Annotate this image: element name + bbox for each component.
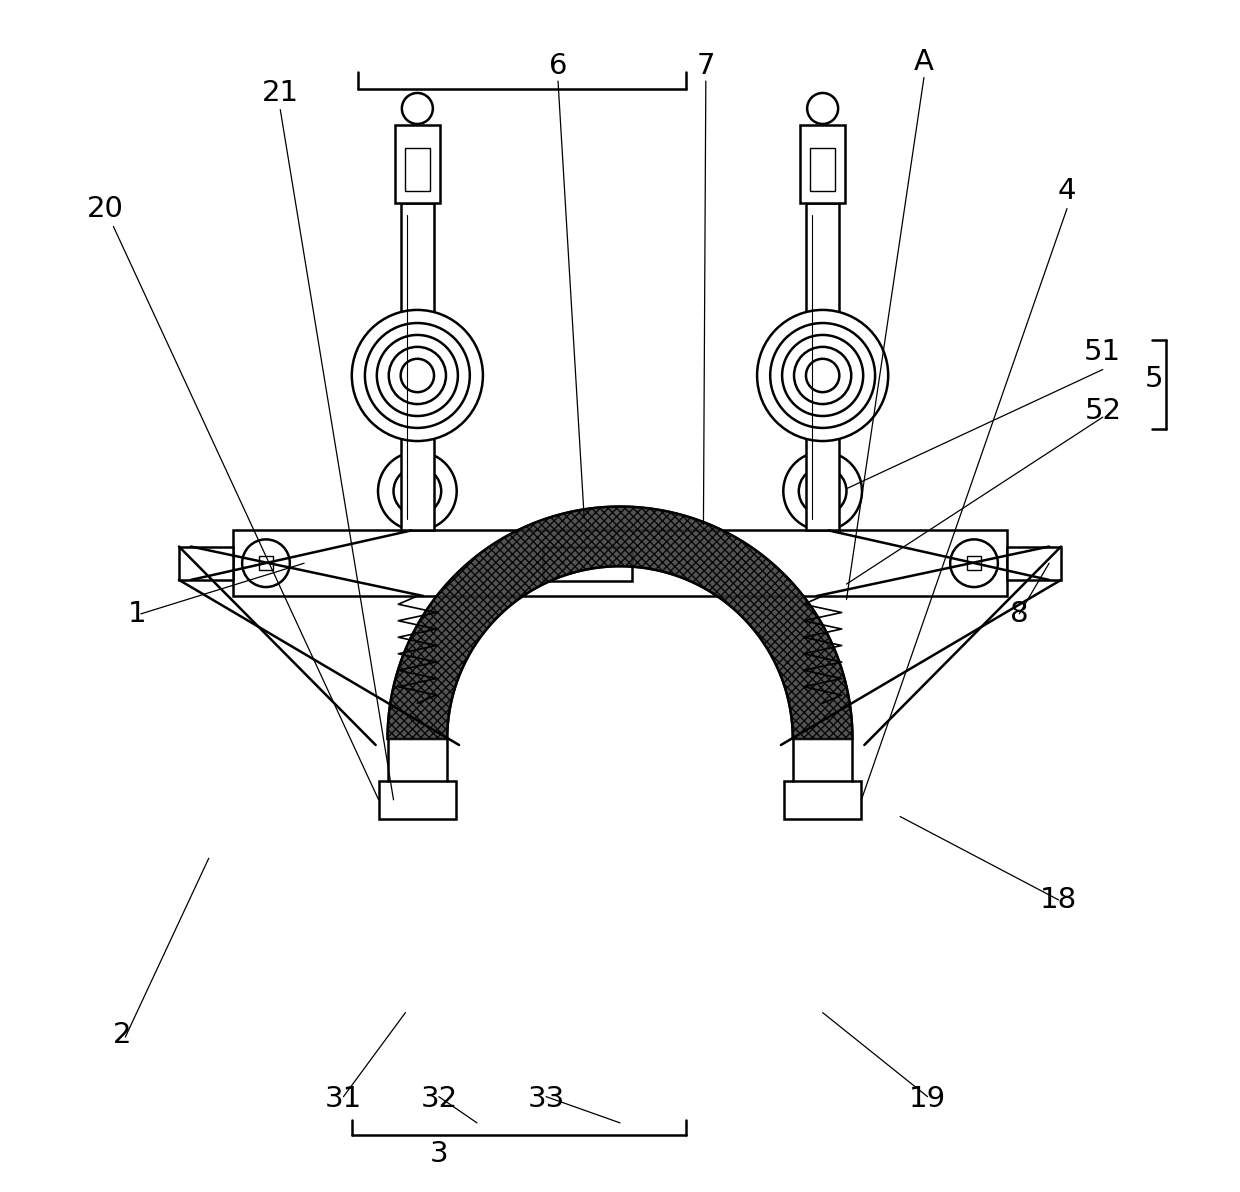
Circle shape — [365, 323, 470, 428]
Circle shape — [412, 485, 423, 497]
Circle shape — [817, 485, 828, 497]
Text: 3: 3 — [429, 1140, 448, 1168]
Circle shape — [242, 539, 290, 588]
Text: 7: 7 — [697, 51, 715, 80]
Circle shape — [377, 335, 458, 416]
Bar — [401, 203, 434, 530]
Circle shape — [389, 347, 446, 404]
Text: A: A — [914, 48, 934, 76]
Bar — [259, 557, 273, 571]
Bar — [179, 546, 233, 581]
Circle shape — [782, 335, 863, 416]
Bar — [405, 149, 430, 191]
Text: 1: 1 — [128, 600, 146, 628]
Circle shape — [352, 310, 482, 441]
Bar — [806, 203, 839, 530]
Text: 52: 52 — [1084, 397, 1121, 426]
Text: 51: 51 — [1084, 337, 1121, 366]
Text: 2: 2 — [113, 1020, 131, 1049]
Text: 20: 20 — [87, 194, 124, 223]
Text: 19: 19 — [909, 1085, 946, 1113]
Text: 31: 31 — [325, 1085, 362, 1113]
Circle shape — [402, 93, 433, 124]
Circle shape — [806, 359, 839, 392]
Circle shape — [950, 539, 998, 588]
Bar — [543, 547, 632, 581]
Circle shape — [799, 467, 847, 515]
Bar — [394, 125, 440, 203]
Text: 32: 32 — [420, 1085, 458, 1113]
Bar — [967, 557, 981, 571]
Circle shape — [784, 452, 862, 530]
Circle shape — [794, 347, 851, 404]
Text: 8: 8 — [1011, 600, 1029, 628]
Circle shape — [807, 93, 838, 124]
Bar — [378, 781, 456, 819]
Text: 21: 21 — [262, 79, 299, 107]
Circle shape — [378, 452, 456, 530]
Circle shape — [401, 359, 434, 392]
Text: 6: 6 — [549, 51, 567, 80]
Polygon shape — [388, 507, 852, 739]
Text: 4: 4 — [1058, 176, 1076, 205]
Bar — [233, 530, 1007, 596]
Bar — [800, 125, 846, 203]
Bar — [1007, 546, 1061, 581]
Bar — [784, 781, 862, 819]
Text: 5: 5 — [1145, 365, 1163, 393]
Text: 18: 18 — [1040, 886, 1078, 914]
Circle shape — [770, 323, 875, 428]
Text: 33: 33 — [527, 1085, 564, 1113]
Bar — [810, 149, 835, 191]
Circle shape — [393, 467, 441, 515]
Circle shape — [758, 310, 888, 441]
